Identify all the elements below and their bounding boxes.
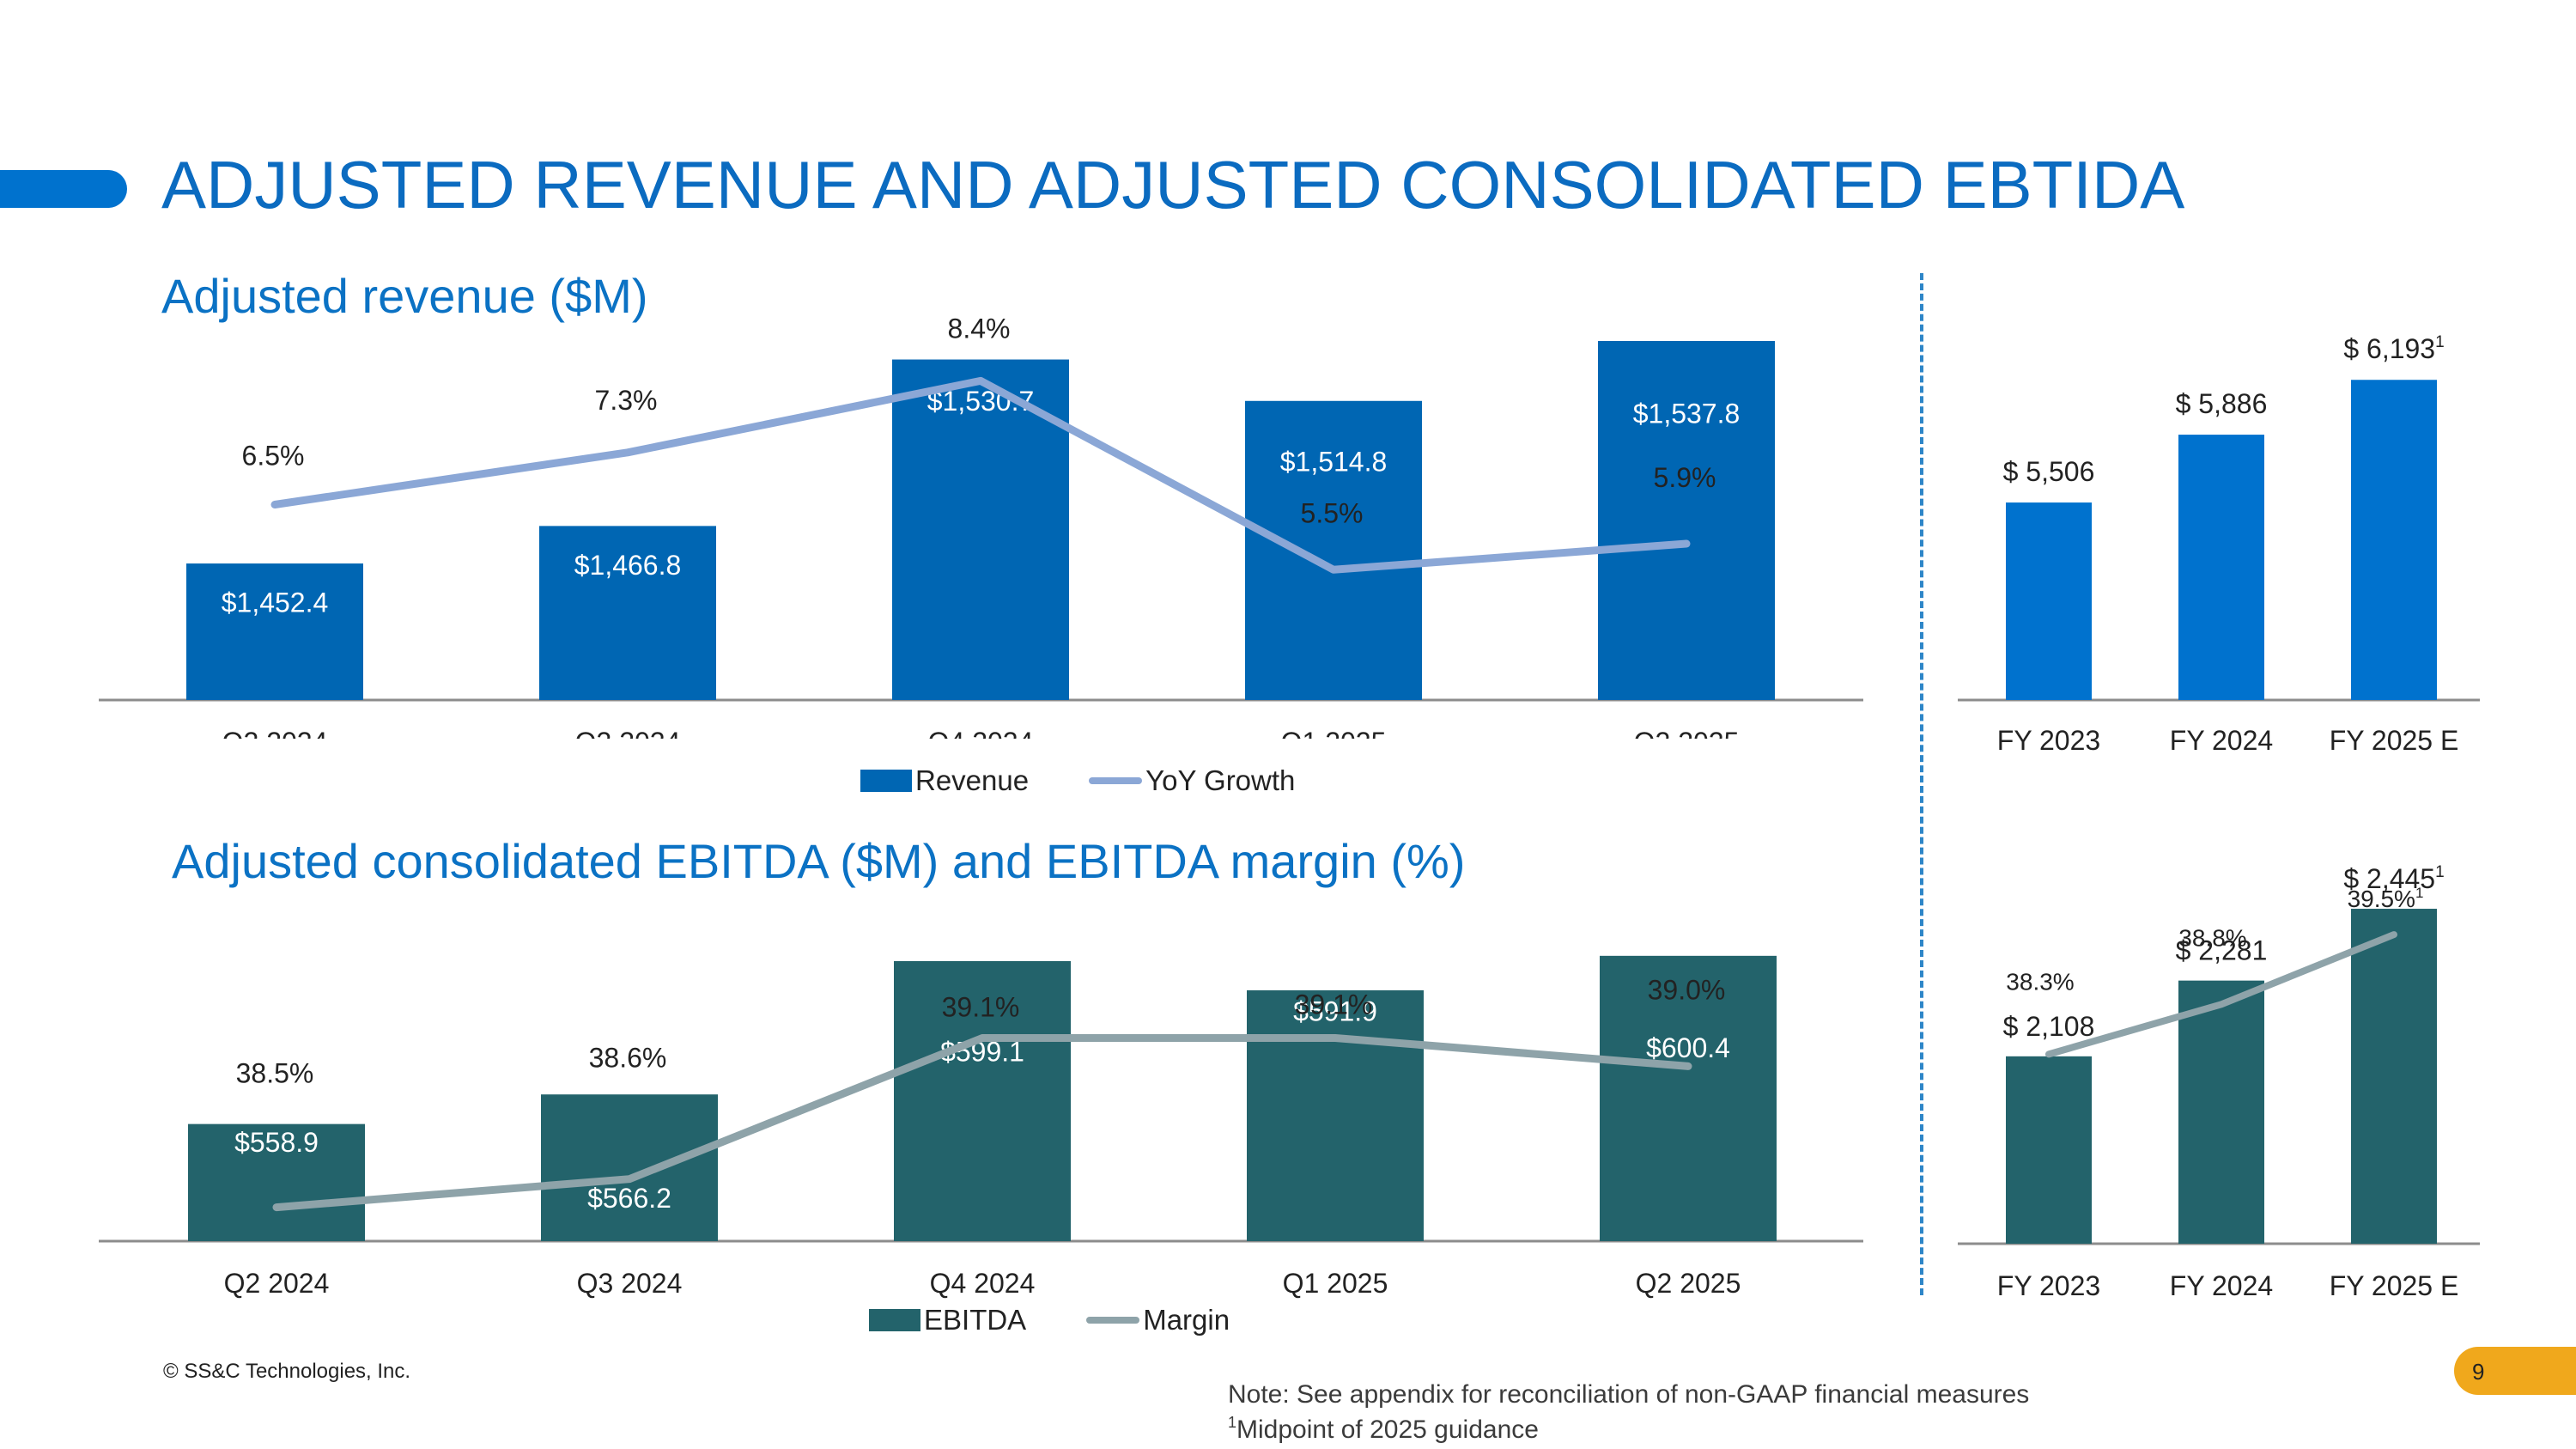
page-number: 9	[2472, 1359, 2485, 1385]
ebitda-tick-label-4: Q2 2025	[1636, 1268, 1741, 1299]
annual-ebitda-tick-label-1: FY 2024	[2170, 1270, 2273, 1301]
annual-margin-line	[2045, 931, 2397, 1058]
ebitda-line-label-0: 38.5%	[236, 1058, 314, 1089]
revenue-bar-3	[1245, 400, 1422, 700]
annual-margin-label-2: 39.5%1	[2348, 885, 2424, 912]
legend-label-margin: Margin	[1143, 1304, 1230, 1336]
annual-ebitda-chart: $ 2,108 FY 2023 $ 2,281 FY 2024 $ 2,4451 FY 2…	[1958, 863, 2480, 1301]
legend-label-ebitda: EBITDA	[924, 1304, 1027, 1336]
annual-revenue-label-1: $ 5,886	[2176, 388, 2268, 419]
revenue-legend: Revenue YoY Growth	[860, 764, 1355, 797]
legend-swatch-yoy-growth	[1089, 777, 1143, 784]
legend-item-yoy-growth: YoY Growth	[1089, 764, 1295, 797]
page-number-badge	[2454, 1347, 2576, 1395]
ebitda-bar-3	[1247, 989, 1424, 1241]
revenue-bar-1	[539, 526, 716, 700]
title-accent-bar	[0, 170, 127, 208]
annual-ebitda-label-1: $ 2,281	[2176, 935, 2268, 966]
legend-swatch-ebitda	[869, 1309, 920, 1331]
ebitda-bar-label-1: $566.2	[587, 1183, 671, 1214]
legend-item-margin: Margin	[1086, 1304, 1230, 1336]
legend-swatch-margin	[1086, 1317, 1140, 1324]
ebitda-line-label-3: 39.1%	[1295, 989, 1373, 1020]
ebitda-tick-label-2: Q4 2024	[930, 1268, 1036, 1299]
footnote-line-2-text: Midpoint of 2025 guidance	[1236, 1416, 1539, 1444]
ebitda-bar-4	[1600, 955, 1777, 1241]
ebitda-line-label-1: 38.6%	[589, 1043, 667, 1074]
ebitda-bar-label-0: $558.9	[234, 1127, 319, 1158]
revenue-chart: $1,452.4Q2 2024$1,466.8Q3 2024$1,530.7Q4…	[99, 313, 1863, 739]
ebitda-line-label-2: 39.1%	[942, 992, 1020, 1023]
annual-ebitda-label-0: $ 2,108	[2003, 1011, 2095, 1042]
ebitda-tick-label-1: Q3 2024	[577, 1268, 683, 1299]
ebitda-bar-label-3: $591.9	[1293, 995, 1377, 1026]
revenue-bar-label-1: $1,466.8	[574, 550, 682, 581]
ebitda-line	[272, 1034, 1692, 1212]
annual-ebitda-bar-2	[2351, 909, 2437, 1244]
annual-revenue-tick-label-2: FY 2025 E	[2330, 725, 2459, 756]
annual-ebitda-tick-label-0: FY 2023	[1997, 1270, 2100, 1301]
annual-margin-label-1: 38.8%	[2178, 924, 2246, 951]
annual-revenue-label-0: $ 5,506	[2003, 456, 2095, 487]
ebitda-legend: EBITDA Margin	[869, 1304, 1290, 1336]
legend-label-revenue: Revenue	[915, 764, 1030, 796]
section-divider	[1920, 273, 1923, 1295]
revenue-line-label-2: 8.4%	[948, 313, 1011, 344]
revenue-tick-label-4: Q2 2025	[1634, 727, 1740, 739]
revenue-bar-label-0: $1,452.4	[222, 588, 329, 618]
annual-margin-label-0: 38.3%	[2006, 968, 2074, 995]
ebitda-line-label-4: 39.0%	[1648, 974, 1726, 1005]
footnote: Note: See appendix for reconciliation of…	[1228, 1377, 2029, 1447]
annual-ebitda-label-2: $ 2,4451	[2343, 863, 2444, 894]
revenue-bar-0	[186, 563, 363, 700]
ebitda-tick-label-3: Q1 2025	[1283, 1268, 1388, 1299]
footnote-line-2: 1Midpoint of 2025 guidance	[1228, 1412, 2029, 1447]
annual-revenue-label-2: $ 6,1931	[2343, 333, 2444, 364]
legend-label-yoy-growth: YoY Growth	[1145, 764, 1296, 796]
ebitda-bar-2	[894, 960, 1071, 1241]
revenue-line-label-4: 5.9%	[1654, 462, 1716, 493]
footnote-line-1: Note: See appendix for reconciliation of…	[1228, 1380, 2030, 1409]
copyright-text: © SS&C Technologies, Inc.	[163, 1360, 411, 1383]
annual-revenue-bar-0	[2006, 502, 2092, 700]
revenue-tick-label-1: Q3 2024	[575, 727, 681, 739]
revenue-line-label-3: 5.5%	[1301, 497, 1364, 528]
legend-item-revenue: Revenue	[860, 764, 1029, 797]
ebitda-chart-title: Adjusted consolidated EBITDA ($M) and EB…	[172, 834, 1466, 888]
revenue-chart-title: Adjusted revenue ($M)	[161, 269, 648, 323]
revenue-tick-label-0: Q2 2024	[222, 727, 328, 739]
legend-item-ebitda: EBITDA	[869, 1304, 1026, 1336]
annual-ebitda-bar-1	[2178, 980, 2264, 1244]
annual-revenue-tick-label-0: FY 2023	[1997, 725, 2100, 756]
revenue-tick-label-2: Q4 2024	[928, 727, 1034, 739]
annual-revenue-chart: $ 5,506 FY 2023 $ 5,886 FY 2024 $ 6,1931 FY 2…	[1958, 333, 2480, 756]
footnote-mark: 1	[1228, 1414, 1237, 1431]
ebitda-bar-1	[541, 1094, 718, 1241]
ebitda-tick-label-0: Q2 2024	[224, 1268, 330, 1299]
ebitda-bar-label-4: $600.4	[1646, 1032, 1730, 1063]
ebitda-chart: $558.9Q2 2024$566.2Q3 2024$599.1Q4 2024$…	[99, 955, 1863, 1299]
annual-ebitda-bar-0	[2006, 1056, 2092, 1244]
revenue-bar-label-3: $1,514.8	[1280, 446, 1388, 477]
legend-swatch-revenue	[860, 770, 912, 792]
revenue-bar-label-4: $1,537.8	[1633, 399, 1741, 429]
revenue-line	[270, 376, 1691, 574]
annual-revenue-tick-label-1: FY 2024	[2170, 725, 2273, 756]
revenue-tick-label-3: Q1 2025	[1281, 727, 1387, 739]
revenue-bar-4	[1598, 341, 1775, 700]
annual-revenue-bar-1	[2178, 435, 2264, 700]
revenue-line-label-0: 6.5%	[242, 441, 305, 472]
revenue-line-label-1: 7.3%	[595, 385, 658, 416]
annual-ebitda-tick-label-2: FY 2025 E	[2330, 1270, 2459, 1301]
ebitda-bar-0	[188, 1123, 365, 1241]
annual-revenue-bar-2	[2351, 380, 2437, 700]
slide-title: ADJUSTED REVENUE AND ADJUSTED CONSOLIDAT…	[161, 147, 2185, 222]
